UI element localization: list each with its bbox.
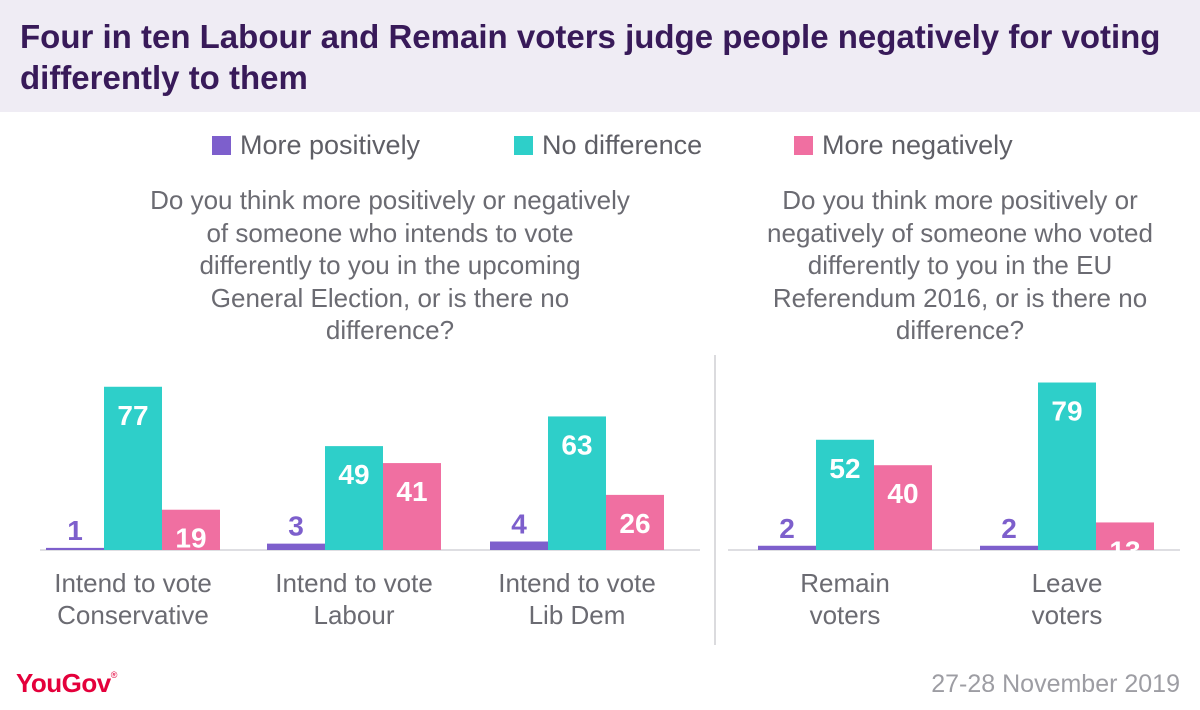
legend-item-more-positively: More positively (212, 130, 420, 161)
data-label-no-difference-group-5: 79 (1051, 396, 1082, 427)
bar-no-difference-group-3 (548, 416, 606, 550)
category-label-group-3-line-2: Lib Dem (529, 600, 626, 630)
bar-more-positively-group-2 (267, 543, 325, 550)
category-label-group-2-line-1: Intend to vote (275, 568, 433, 598)
data-label-more-positively-group-2: 3 (288, 511, 304, 542)
category-label-group-5-line-2: voters (1032, 600, 1103, 630)
chart-title: Four in ten Labour and Remain voters jud… (20, 18, 1161, 96)
brand-name: YouGov (16, 668, 111, 698)
legend-label-more-negatively: More negatively (822, 130, 1013, 160)
bar-no-difference-group-1 (104, 386, 162, 550)
bar-more-negatively-group-1 (162, 509, 220, 550)
category-label-group-3-line-1: Intend to vote (498, 568, 656, 598)
legend-item-more-negatively: More negatively (794, 130, 1013, 161)
data-label-no-difference-group-2: 49 (338, 459, 369, 490)
bar-no-difference-group-5 (1038, 382, 1096, 550)
data-label-more-negatively-group-4: 40 (887, 478, 918, 509)
bar-more-positively-group-1 (46, 547, 104, 550)
category-label-group-5-line-1: Leave (1032, 568, 1103, 598)
title-banner: Four in ten Labour and Remain voters jud… (0, 0, 1200, 112)
data-label-more-positively-group-5: 2 (1001, 513, 1017, 544)
bar-no-difference-group-2 (325, 446, 383, 550)
data-label-no-difference-group-1: 77 (117, 400, 148, 431)
bar-more-negatively-group-5 (1096, 522, 1154, 550)
legend-swatch-more-negatively (794, 136, 813, 155)
category-label-group-1-line-2: Conservative (57, 600, 209, 630)
data-label-more-negatively-group-3: 26 (619, 508, 650, 539)
data-label-no-difference-group-4: 52 (829, 453, 860, 484)
data-label-more-negatively-group-1: 19 (175, 523, 206, 554)
yougov-logo: YouGov® (16, 668, 117, 698)
bar-more-positively-group-3 (490, 541, 548, 550)
legend-label-more-positively: More positively (240, 130, 421, 160)
data-label-more-negatively-group-5: 13 (1109, 535, 1140, 566)
data-label-more-positively-group-4: 2 (779, 513, 795, 544)
bar-more-negatively-group-3 (606, 494, 664, 550)
survey-date: 27-28 November 2019 (931, 670, 1180, 698)
legend: More positively No difference More negat… (0, 130, 1200, 164)
question-right: Do you think more positively or negative… (767, 185, 1153, 345)
legend-label-no-difference: No difference (542, 130, 703, 160)
data-label-more-positively-group-3: 4 (511, 509, 527, 540)
category-label-group-1-line-1: Intend to vote (54, 568, 212, 598)
data-label-no-difference-group-3: 63 (561, 429, 592, 460)
legend-swatch-no-difference (514, 136, 533, 155)
bar-more-negatively-group-4 (874, 465, 932, 550)
bar-more-positively-group-4 (758, 545, 816, 550)
category-label-group-4-line-2: voters (810, 600, 881, 630)
category-label-group-4-line-1: Remain (800, 568, 890, 598)
category-label-group-2-line-2: Labour (314, 600, 395, 630)
question-left: Do you think more positively or negative… (150, 185, 630, 345)
bar-more-negatively-group-2 (383, 463, 441, 550)
data-label-more-negatively-group-2: 41 (396, 476, 427, 507)
bar-no-difference-group-4 (816, 439, 874, 550)
data-label-more-positively-group-1: 1 (67, 515, 83, 546)
legend-swatch-more-positively (212, 136, 231, 155)
legend-item-no-difference: No difference (514, 130, 702, 161)
bar-more-positively-group-5 (980, 545, 1038, 550)
